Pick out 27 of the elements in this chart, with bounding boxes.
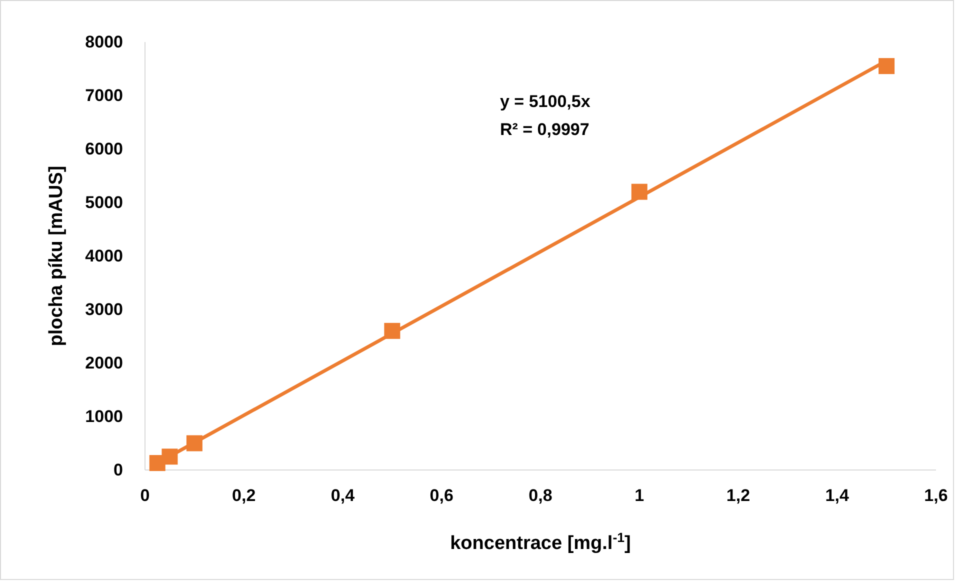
y-axis-title: plocha píku [mAUS] — [46, 166, 67, 346]
y-tick-label: 2000 — [85, 354, 123, 372]
y-tick-label: 7000 — [85, 86, 123, 105]
x-axis-title: koncentrace [mg.l$^{-1}$] — [450, 530, 631, 554]
point — [631, 184, 648, 200]
y-tick-label: 5000 — [85, 193, 123, 212]
y-tick-label: 1000 — [85, 407, 123, 426]
x-tick-label: 1,4 — [825, 486, 850, 505]
point — [878, 58, 895, 74]
point — [162, 448, 178, 465]
annotation: y = 5100,5x — [500, 92, 591, 111]
y-tick-label: 4000 — [85, 246, 123, 266]
x-tick-label: 1 — [634, 486, 644, 505]
x-tick-label: 0,8 — [528, 486, 552, 505]
y-tick-label: 3000 — [85, 300, 123, 319]
x-tick-label: 0,4 — [330, 486, 356, 505]
x-tick-label: 0,6 — [430, 486, 454, 505]
x-tick-label: 0,2 — [232, 486, 256, 505]
point — [384, 322, 400, 339]
x-tick-label: 0 — [140, 486, 150, 505]
y-tick-label: 8000 — [85, 32, 123, 52]
point — [186, 435, 202, 452]
annotation: R² = 0,9997 — [500, 120, 590, 139]
x-tick-label: 1,6 — [924, 486, 948, 505]
x-tick-label: 1,2 — [726, 486, 750, 505]
y-tick-label: 6000 — [85, 140, 123, 158]
y-tick-label: 0 — [114, 460, 123, 480]
